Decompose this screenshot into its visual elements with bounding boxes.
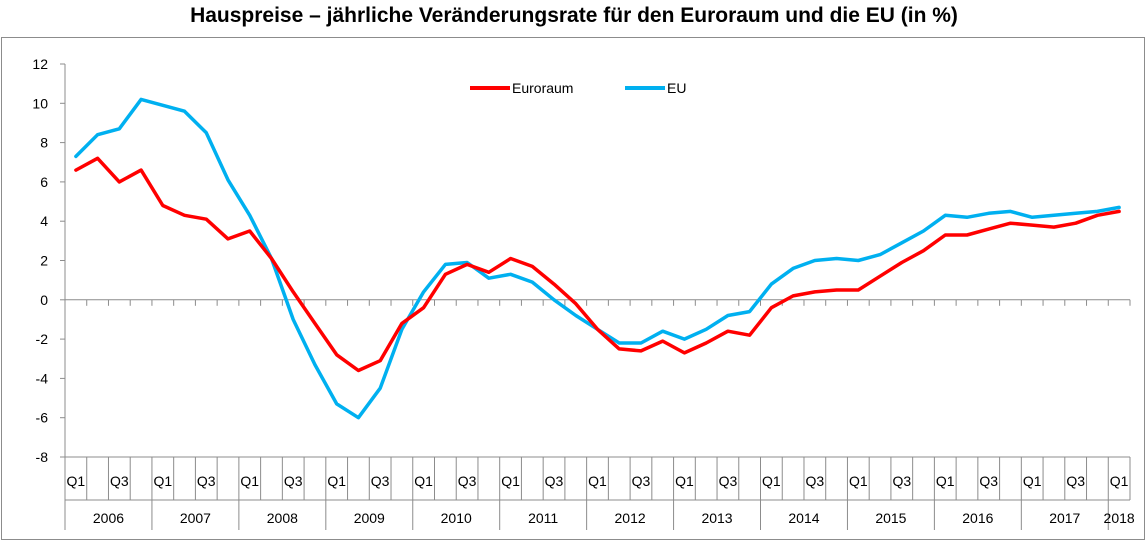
- quarter-label: Q1: [327, 473, 346, 489]
- y-tick-label: -8: [36, 449, 49, 465]
- series-layer: [74, 97, 1121, 420]
- chart-frame: [1, 37, 1145, 540]
- y-tick-label: -6: [36, 410, 49, 426]
- quarter-label: Q3: [197, 473, 216, 489]
- year-label: 2013: [701, 510, 732, 526]
- quarter-label: Q1: [67, 473, 86, 489]
- quarter-label: Q1: [1110, 473, 1129, 489]
- year-label: 2016: [962, 510, 993, 526]
- quarter-label: Q3: [632, 473, 651, 489]
- y-tick-label: 0: [40, 292, 48, 308]
- legend-label-eu: EU: [667, 80, 686, 96]
- year-label: 2009: [354, 510, 385, 526]
- year-label: 2012: [615, 510, 646, 526]
- quarter-label: Q3: [892, 473, 911, 489]
- quarter-label: Q1: [1023, 473, 1042, 489]
- quarter-label: Q1: [153, 473, 172, 489]
- quarter-label: Q3: [458, 473, 477, 489]
- year-label: 2018: [1104, 510, 1135, 526]
- axes-layer: 12 10 8 6 4 2 0 -2 -4 -6 -8 Q1 Q3 Q1 Q3 Q1 Q3 Q1 Q3 Q1 Q3 Q1 Q…: [32, 56, 1135, 530]
- series-line-eu: [74, 97, 1121, 420]
- quarter-label: Q3: [371, 473, 390, 489]
- chart-title: Hauspreise – jährliche Veränderungsrate …: [190, 4, 958, 27]
- y-tick-label: 10: [32, 95, 48, 111]
- quarter-label: Q3: [719, 473, 738, 489]
- quarter-label: Q3: [545, 473, 564, 489]
- year-label: 2007: [180, 510, 211, 526]
- quarter-label: Q1: [849, 473, 868, 489]
- y-tick-label: 8: [40, 135, 48, 151]
- year-label: 2015: [875, 510, 906, 526]
- quarter-label: Q1: [675, 473, 694, 489]
- year-label: 2006: [93, 510, 124, 526]
- quarter-label: Q1: [936, 473, 955, 489]
- y-tick-label: 2: [40, 253, 48, 269]
- y-tick-label: -4: [36, 370, 49, 386]
- y-tick-label: 4: [40, 213, 48, 229]
- quarter-label: Q1: [240, 473, 259, 489]
- quarter-label: Q3: [979, 473, 998, 489]
- year-label: 2008: [267, 510, 298, 526]
- quarter-label: Q1: [501, 473, 520, 489]
- y-tick-label: 12: [32, 56, 48, 72]
- legend-label-euroraum: Euroraum: [512, 80, 573, 96]
- quarter-label: Q3: [284, 473, 303, 489]
- year-label: 2011: [528, 510, 558, 526]
- quarter-label: Q3: [806, 473, 825, 489]
- quarter-label: Q1: [414, 473, 433, 489]
- year-label: 2010: [441, 510, 472, 526]
- y-tick-label: 6: [40, 174, 48, 190]
- series-line-euroraum: [74, 156, 1121, 373]
- quarter-label: Q1: [762, 473, 781, 489]
- year-label: 2017: [1049, 510, 1080, 526]
- legend: Euroraum EU: [470, 80, 686, 96]
- year-label: 2014: [788, 510, 819, 526]
- quarter-label: Q1: [588, 473, 607, 489]
- quarter-label: Q3: [110, 473, 129, 489]
- y-tick-label: -2: [36, 331, 49, 347]
- quarter-label: Q3: [1066, 473, 1085, 489]
